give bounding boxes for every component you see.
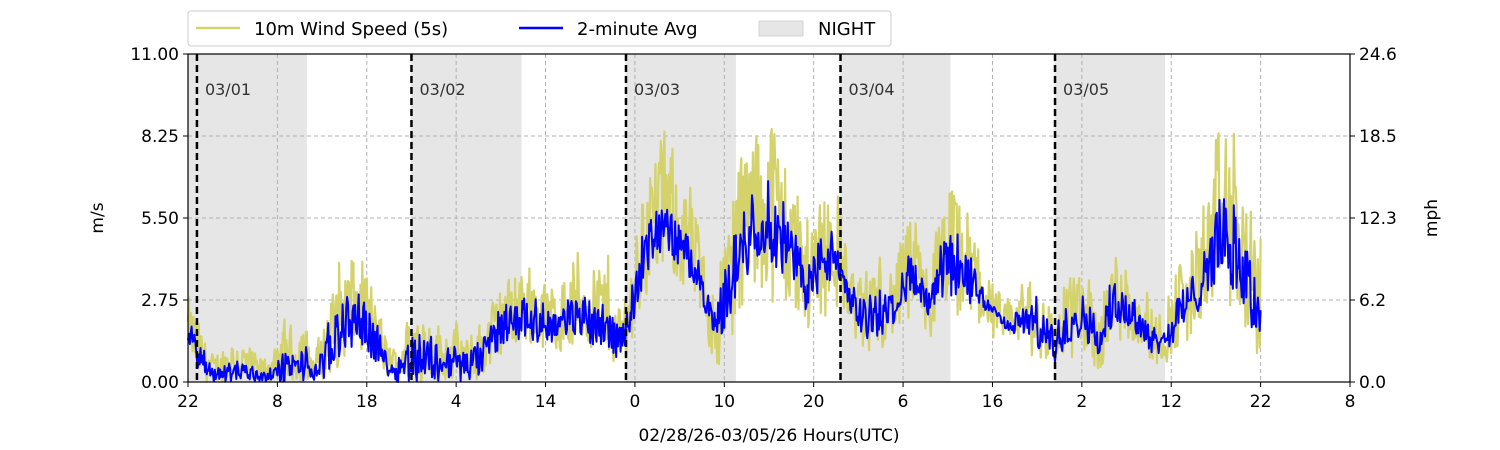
x-tick-label-2: 18 [356, 392, 378, 412]
y-left-tick-label-3: 8.25 [141, 127, 179, 147]
x-tick-label-9: 16 [982, 392, 1004, 412]
legend-label-wind-speed: 10m Wind Speed (5s) [254, 19, 448, 40]
x-tick-label-1: 8 [272, 392, 283, 412]
two-minute-avg-line [187, 180, 1262, 383]
x-tick-label-5: 0 [630, 392, 641, 412]
y-right-tick-label-3: 18.5 [1359, 127, 1397, 147]
y-right-tick-label-1: 6.2 [1359, 291, 1386, 311]
y-left-tick-label-0: 0.00 [141, 373, 179, 393]
y-right-tick-label-0: 0.0 [1359, 373, 1386, 393]
day-label-3: 03/04 [849, 80, 895, 99]
day-label-1: 03/02 [419, 80, 465, 99]
y-right-axis-ticks: 0.0 6.2 12.3 18.5 24.6 [1350, 45, 1397, 393]
series-2-minute-avg [187, 180, 1262, 383]
x-tick-label-11: 12 [1160, 392, 1182, 412]
y-right-tick-label-2: 12.3 [1359, 209, 1397, 229]
y-left-axis-ticks: 0.00 2.75 5.50 8.25 11.00 [130, 45, 188, 393]
day-label-2: 03/03 [634, 80, 680, 99]
x-axis-label: 02/28/26-03/05/26 Hours(UTC) [638, 426, 899, 446]
x-tick-label-3: 4 [451, 392, 462, 412]
x-tick-label-4: 14 [535, 392, 557, 412]
x-tick-label-8: 6 [898, 392, 909, 412]
legend-swatch-night [758, 20, 804, 37]
x-tick-label-0: 22 [177, 392, 199, 412]
y-left-tick-label-4: 11.00 [130, 45, 179, 65]
legend-label-night: NIGHT [818, 19, 876, 40]
y-left-tick-label-1: 2.75 [141, 291, 179, 311]
legend: 10m Wind Speed (5s) 2-minute Avg NIGHT [187, 10, 892, 47]
legend-label-2-minute-avg: 2-minute Avg [577, 19, 698, 40]
x-tick-label-12: 22 [1250, 392, 1272, 412]
y-right-axis-label: mph [1422, 199, 1442, 237]
y-right-tick-label-4: 24.6 [1359, 45, 1397, 65]
x-tick-label-10: 2 [1076, 392, 1087, 412]
x-tick-label-6: 10 [713, 392, 735, 412]
x-axis-ticks: 22 8 18 4 14 0 10 20 6 16 2 12 22 8 [177, 382, 1355, 412]
x-tick-label-7: 20 [803, 392, 825, 412]
day-label-0: 03/01 [205, 80, 251, 99]
day-label-4: 03/05 [1063, 80, 1109, 99]
x-tick-label-13: 8 [1345, 392, 1356, 412]
y-left-tick-label-2: 5.50 [141, 209, 179, 229]
y-left-axis-label: m/s [88, 202, 108, 233]
day-boundaries: 03/01 03/02 03/03 03/04 03/05 [195, 54, 1109, 382]
